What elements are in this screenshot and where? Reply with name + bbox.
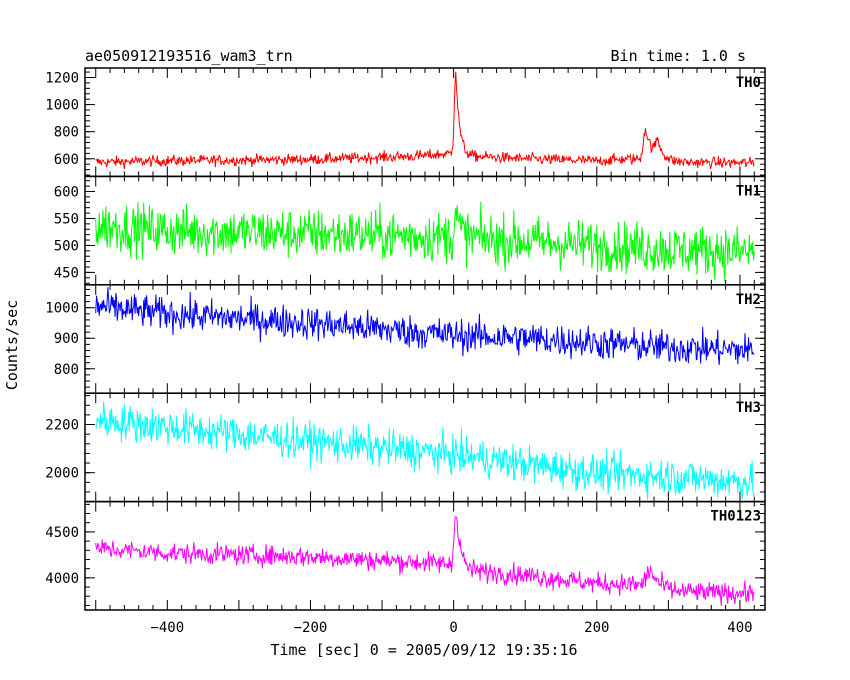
- x-tick-label: 400: [727, 620, 752, 636]
- y-tick-label: 2000: [45, 466, 79, 482]
- y-axis-label: Counts/sec: [3, 300, 21, 390]
- y-tick-label: 1000: [45, 98, 79, 114]
- panel-label-th3: TH3: [736, 400, 761, 416]
- panel-label-th1: TH1: [736, 183, 761, 199]
- y-tick-label: 600: [54, 185, 79, 201]
- panel-frame-th0123: [84, 500, 766, 611]
- y-tick-label: 2200: [45, 418, 79, 434]
- x-axis-label: Time [sec] 0 = 2005/09/12 19:35:16: [270, 641, 577, 659]
- panel-label-th0123: TH0123: [710, 509, 761, 525]
- series-line-th2: [95, 287, 755, 365]
- series-line-th1: [95, 201, 755, 282]
- x-tick-label: 200: [584, 620, 609, 636]
- series-line-th3: [95, 401, 755, 500]
- y-tick-label: 1200: [45, 70, 79, 86]
- x-tick-label: −200: [294, 620, 328, 636]
- panel-label-th0: TH0: [736, 75, 761, 91]
- x-tick-label: 0: [449, 620, 457, 636]
- bin-time-label: Bin time: 1.0 s: [611, 47, 746, 65]
- panels-group: TH0 600 800 1000 1200 TH1 450 500 550 600 TH2 800 90…: [45, 67, 766, 636]
- y-tick-label: 450: [54, 265, 79, 281]
- y-tick-label: 4000: [45, 571, 79, 587]
- y-tick-label: 600: [54, 152, 79, 168]
- x-tick-label: −400: [150, 620, 184, 636]
- y-tick-label: 550: [54, 211, 79, 227]
- y-tick-label: 1000: [45, 301, 79, 317]
- chart-title: ae050912193516_wam3_trn: [85, 47, 293, 65]
- panel-label-th2: TH2: [736, 292, 761, 308]
- y-tick-label: 4500: [45, 525, 79, 541]
- y-tick-label: 800: [54, 125, 79, 141]
- series-line-th0: [95, 71, 755, 170]
- y-tick-label: 800: [54, 362, 79, 378]
- series-line-th0123: [95, 516, 755, 606]
- y-tick-label: 500: [54, 238, 79, 254]
- y-tick-label: 900: [54, 331, 79, 347]
